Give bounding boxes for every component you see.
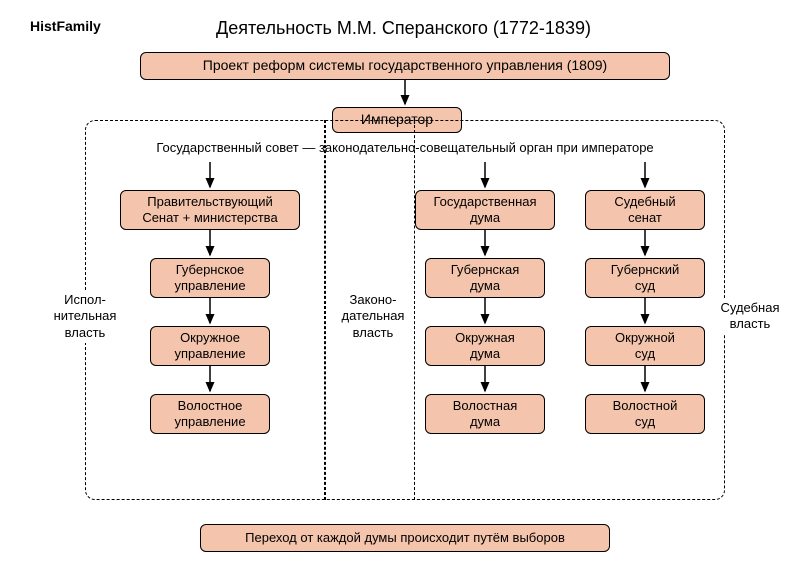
jud-label: Судебная власть xyxy=(710,298,790,335)
project-box: Проект реформ системы государственного у… xyxy=(140,52,670,80)
col-divider-1 xyxy=(85,120,325,500)
leg-node-3: Волостная дума xyxy=(425,394,545,434)
jud-node-2: Окружной суд xyxy=(585,326,705,366)
jud-node-1: Губернский суд xyxy=(585,258,705,298)
jud-node-3: Волостной суд xyxy=(585,394,705,434)
page-title: Деятельность М.М. Сперанского (1772-1839… xyxy=(0,18,807,39)
jud-node-0: Судебный сенат xyxy=(585,190,705,230)
col-divider-2 xyxy=(325,120,415,500)
footer-box: Переход от каждой думы происходит путём … xyxy=(200,524,610,552)
leg-node-0: Государственная дума xyxy=(415,190,555,230)
leg-node-2: Окружная дума xyxy=(425,326,545,366)
leg-node-1: Губернская дума xyxy=(425,258,545,298)
